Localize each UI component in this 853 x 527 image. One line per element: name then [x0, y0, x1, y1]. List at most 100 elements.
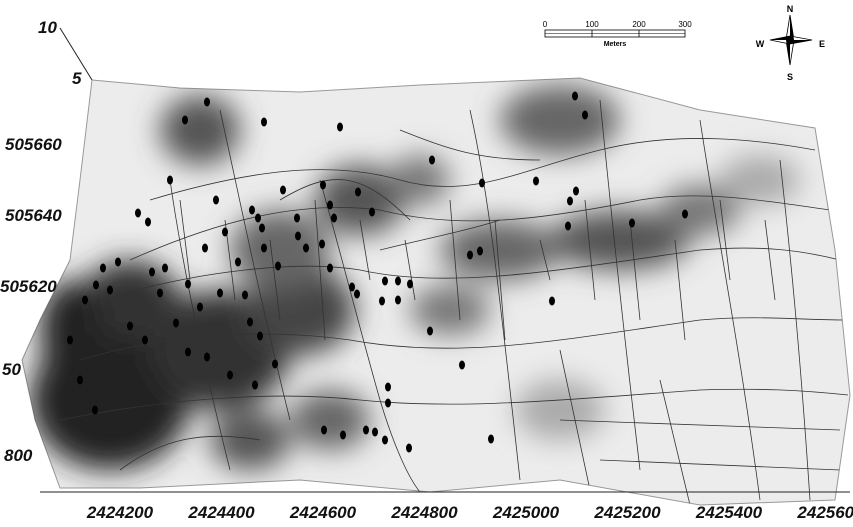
y-tick-label: 505620 — [0, 277, 57, 296]
sample-point — [82, 296, 88, 305]
sample-point — [467, 251, 473, 260]
sample-point — [321, 426, 327, 435]
sample-point — [349, 283, 355, 292]
sample-point — [340, 431, 346, 440]
sample-point — [100, 264, 106, 273]
sample-point — [204, 98, 210, 107]
x-tick-label: 2424800 — [390, 503, 458, 522]
sample-point — [382, 436, 388, 445]
scale-label: 100 — [585, 20, 599, 29]
x-tick-label: 2424600 — [289, 503, 357, 522]
sample-point — [173, 319, 179, 328]
sample-point — [157, 289, 163, 298]
sample-point — [249, 206, 255, 215]
x-tick-label: 2425600 — [796, 503, 853, 522]
y-tick-label: 50 — [2, 360, 21, 379]
sample-point — [227, 371, 233, 380]
sample-point — [115, 258, 121, 267]
compass-south: S — [787, 72, 793, 82]
y-tick-label: 800 — [4, 446, 33, 465]
shade-blob — [210, 410, 290, 470]
shade-blob — [410, 285, 490, 335]
sample-point — [565, 222, 571, 231]
sample-point — [355, 188, 361, 197]
shade-blob — [440, 220, 560, 280]
x-tick-label: 2424200 — [86, 503, 154, 522]
sample-point — [255, 214, 261, 223]
scale-label: 300 — [678, 20, 692, 29]
sample-point — [185, 348, 191, 357]
sample-point — [222, 228, 228, 237]
compass: N W E S — [756, 4, 825, 82]
sample-point — [217, 289, 223, 298]
sample-point — [145, 218, 151, 227]
sample-point — [295, 232, 301, 241]
sample-point — [337, 123, 343, 132]
z-tick-label: 10 — [38, 18, 57, 37]
sample-point — [331, 214, 337, 223]
sample-point — [379, 297, 385, 306]
sample-point — [261, 118, 267, 127]
sample-point — [142, 336, 148, 345]
sample-point — [407, 280, 413, 289]
sample-point — [385, 399, 391, 408]
sample-point — [294, 214, 300, 223]
sample-point — [427, 327, 433, 336]
scale-label: 200 — [632, 20, 646, 29]
sample-point — [567, 197, 573, 206]
terrain-surface — [22, 78, 850, 505]
y-tick-label: 505660 — [5, 135, 62, 154]
sample-point — [197, 303, 203, 312]
scale-label: 0 — [543, 20, 548, 29]
shade-blob — [230, 210, 330, 290]
compass-east: E — [819, 39, 825, 49]
sample-point — [354, 290, 360, 299]
sample-point — [280, 186, 286, 195]
sample-point — [477, 247, 483, 256]
sample-point — [135, 209, 141, 218]
map: 10 5 505660 505640 505620 50 800 2424200… — [0, 0, 853, 527]
compass-west: W — [756, 39, 765, 49]
x-tick-label: 2424400 — [187, 503, 255, 522]
sample-point — [275, 262, 281, 271]
shade-blob — [290, 390, 370, 450]
y-tick-label: 505640 — [5, 206, 62, 225]
sample-point — [327, 201, 333, 210]
sample-point — [93, 281, 99, 290]
sample-point — [459, 361, 465, 370]
sample-point — [185, 280, 191, 289]
sample-point — [303, 244, 309, 253]
x-tick-label: 2425000 — [492, 503, 560, 522]
sample-point — [320, 181, 326, 190]
sample-point — [242, 291, 248, 300]
z-tick-label: 5 — [72, 69, 82, 88]
sample-point — [162, 264, 168, 273]
sample-point — [272, 360, 278, 369]
sample-point — [488, 435, 494, 444]
sample-point — [261, 244, 267, 253]
shade-blob — [515, 380, 605, 440]
sample-point — [369, 208, 375, 217]
sample-point — [259, 224, 265, 233]
sample-point — [252, 381, 258, 390]
sample-point — [479, 179, 485, 188]
sample-point — [257, 332, 263, 341]
sample-point — [682, 210, 688, 219]
sample-point — [77, 376, 83, 385]
sample-point — [247, 318, 253, 327]
sample-point — [382, 277, 388, 286]
sample-point — [395, 296, 401, 305]
sample-point — [204, 353, 210, 362]
sample-point — [629, 219, 635, 228]
sample-point — [582, 111, 588, 120]
sample-point — [167, 176, 173, 185]
sample-point — [127, 322, 133, 331]
sample-point — [213, 196, 219, 205]
sample-point — [107, 286, 113, 295]
sample-point — [395, 277, 401, 286]
sample-point — [202, 244, 208, 253]
sample-point — [372, 428, 378, 437]
scale-unit: Meters — [604, 41, 627, 48]
sample-point — [385, 383, 391, 392]
sample-point — [235, 258, 241, 267]
